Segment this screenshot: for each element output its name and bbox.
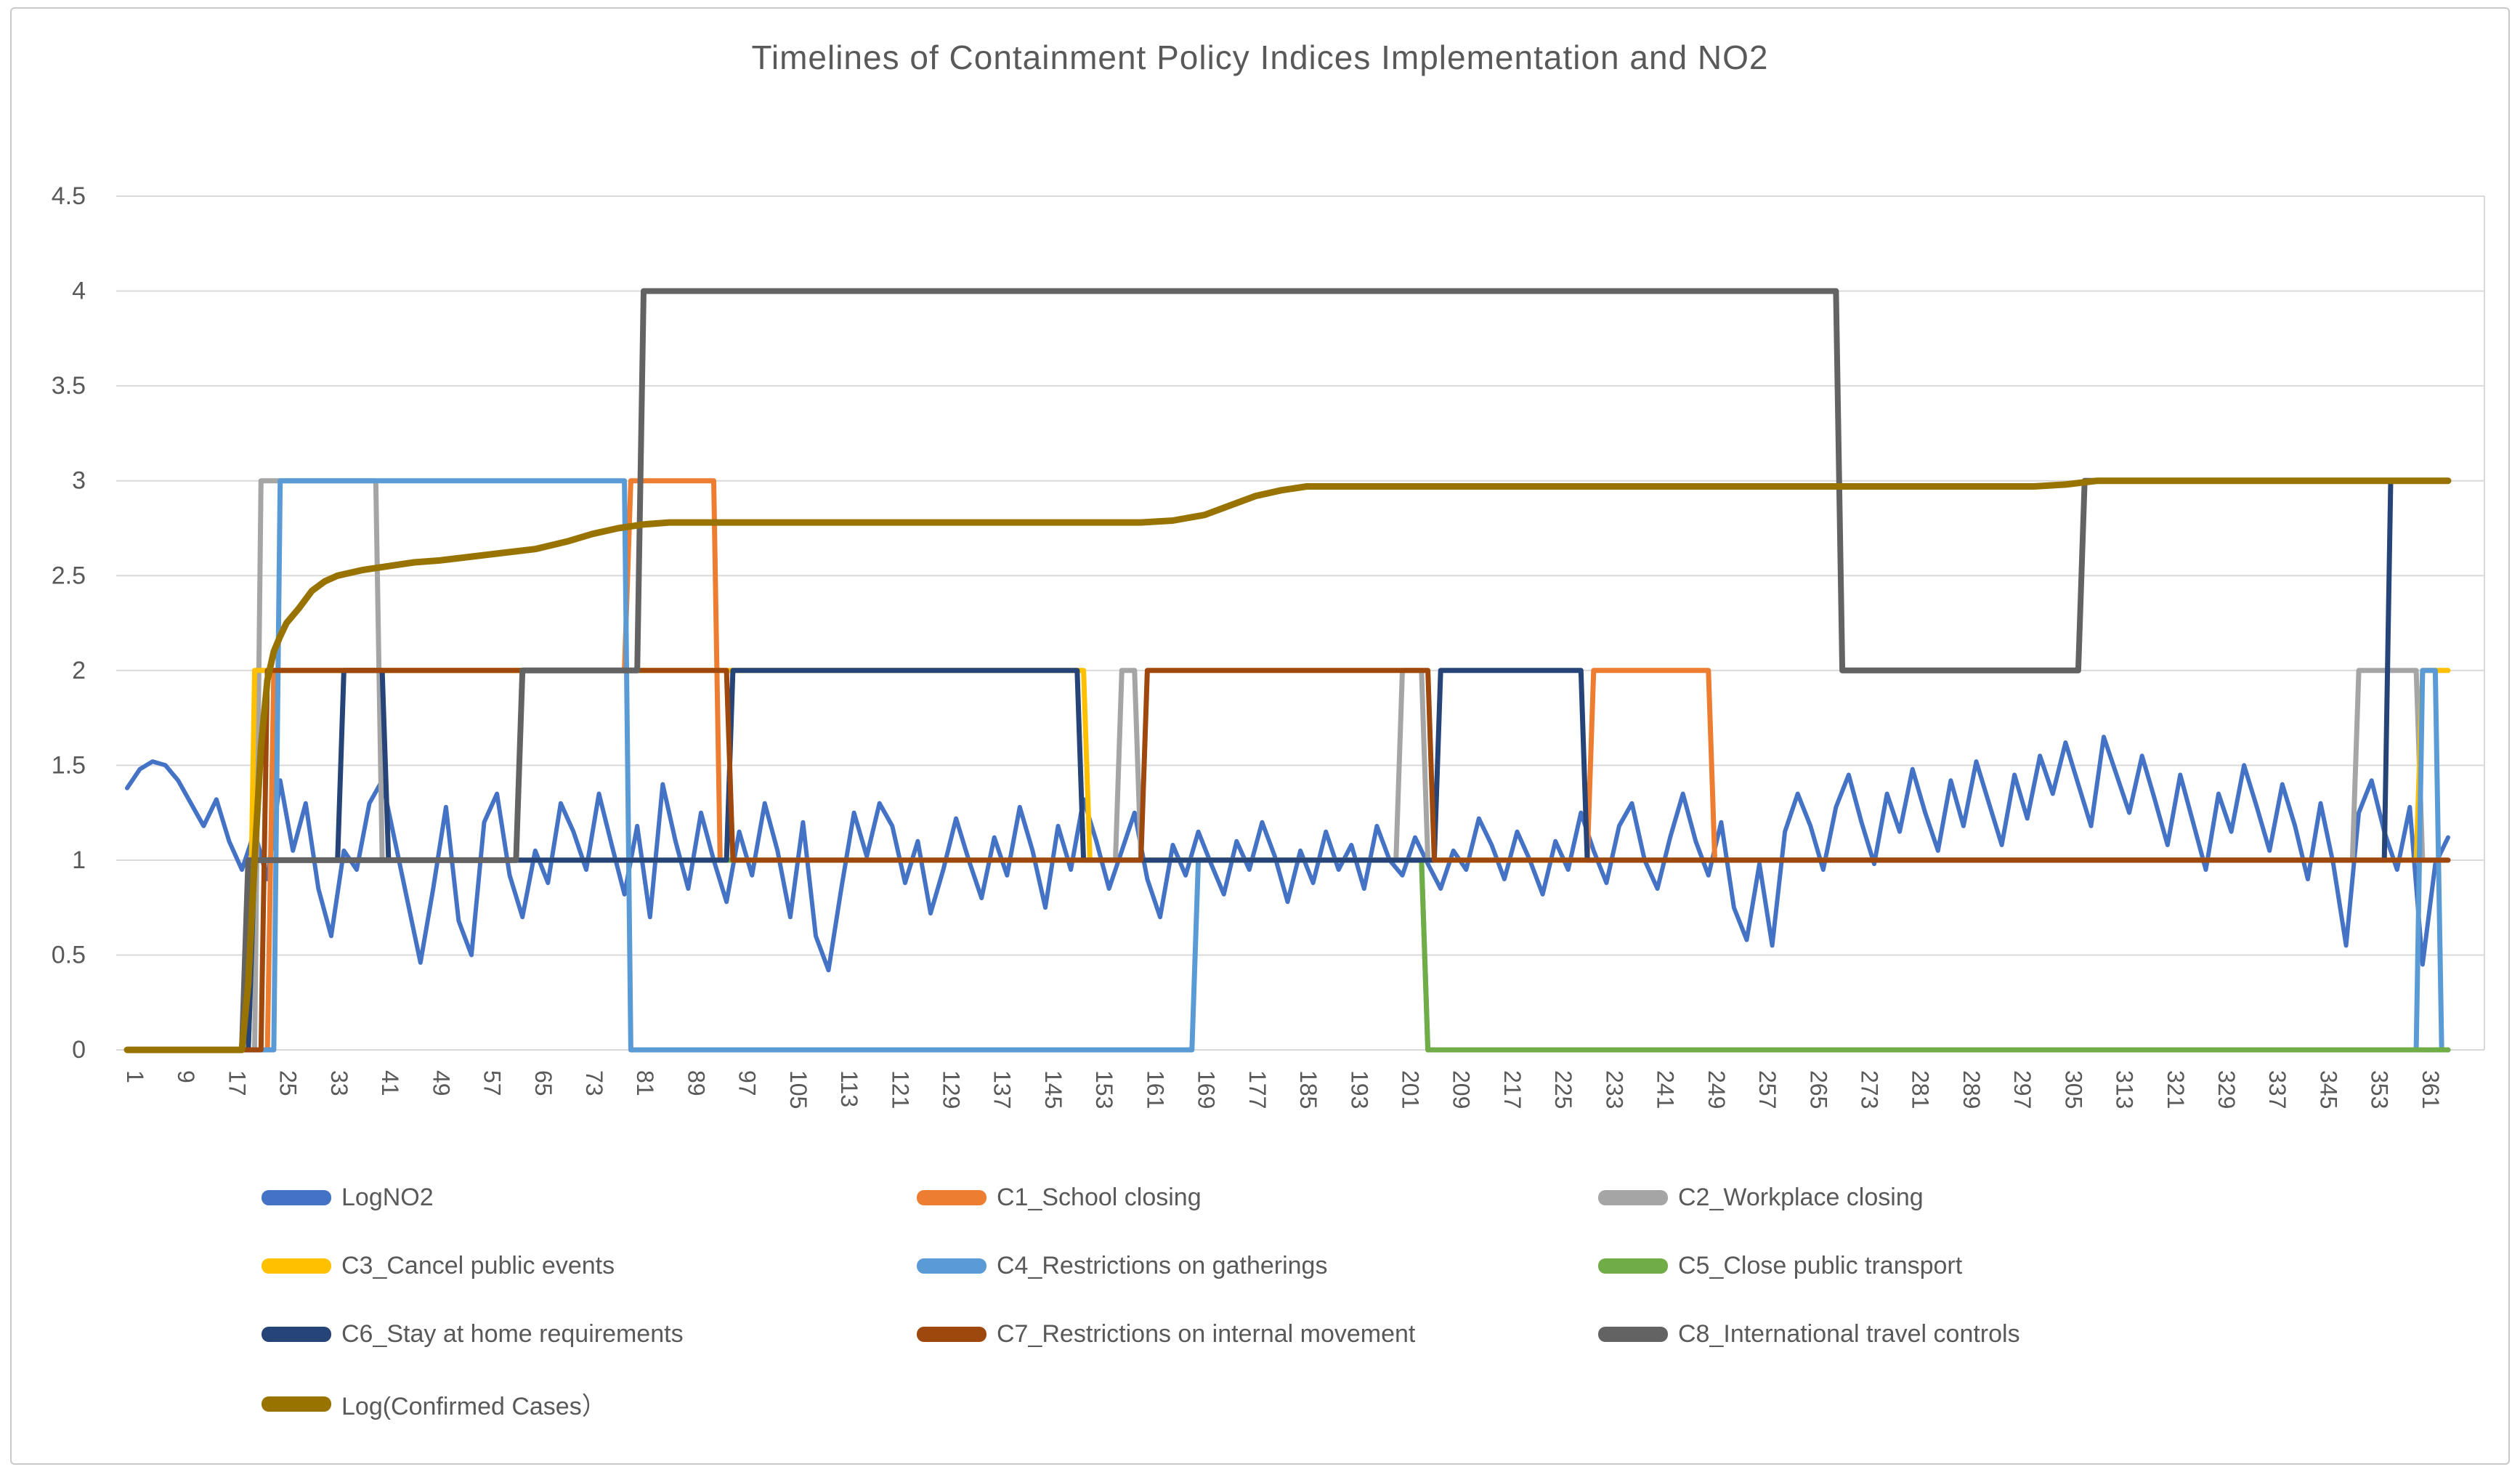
legend-label: LogNO2 — [341, 1183, 434, 1211]
x-tick-label: 121 — [887, 1070, 913, 1109]
x-tick-label: 241 — [1653, 1070, 1679, 1109]
x-tick-label: 9 — [173, 1070, 199, 1083]
x-tick-label: 145 — [1040, 1070, 1066, 1109]
x-tick-label: 185 — [1295, 1070, 1321, 1109]
x-tick-label: 17 — [224, 1070, 250, 1096]
x-tick-label: 329 — [2213, 1070, 2240, 1109]
x-tick-label: 113 — [836, 1070, 862, 1107]
x-tick-label: 321 — [2163, 1070, 2189, 1109]
y-tick-label: 1.5 — [52, 751, 86, 779]
x-tick-label: 57 — [479, 1070, 506, 1096]
legend-label: C4_Restrictions on gatherings — [997, 1251, 1328, 1279]
x-tick-label: 25 — [275, 1070, 301, 1096]
x-tick-label: 193 — [1346, 1070, 1372, 1109]
x-tick-label: 257 — [1754, 1070, 1780, 1109]
x-tick-label: 49 — [428, 1070, 454, 1096]
y-tick-label: 2.5 — [52, 562, 86, 589]
chart-outer-border — [10, 7, 2510, 1465]
chart-title[interactable]: Timelines of Containment Policy Indices … — [751, 39, 1769, 76]
legend-item[interactable]: C8_International travel controls — [1598, 1319, 2020, 1348]
y-tick-label: 2 — [72, 657, 86, 684]
legend-swatch-icon — [262, 1326, 331, 1342]
x-tick-label: 265 — [1805, 1070, 1831, 1109]
legend-label: C1_School closing — [997, 1183, 1202, 1211]
x-tick-label: 361 — [2418, 1070, 2444, 1109]
legend-label: C3_Cancel public events — [341, 1251, 615, 1279]
x-tick-label: 161 — [1142, 1070, 1168, 1109]
x-tick-label: 305 — [2060, 1070, 2086, 1109]
x-tick-label: 217 — [1499, 1070, 1526, 1109]
x-tick-label: 289 — [1958, 1070, 1985, 1109]
x-tick-label: 89 — [683, 1070, 709, 1096]
legend-swatch-icon — [1598, 1189, 1668, 1205]
legend-item[interactable]: Log(Confirmed Cases） — [262, 1389, 607, 1420]
legend-label: C7_Restrictions on internal movement — [997, 1319, 1416, 1348]
x-tick-label: 345 — [2315, 1070, 2341, 1109]
legend-label: C5_Close public transport — [1678, 1251, 1963, 1279]
series-line-log-confirmed-cases-[interactable] — [123, 477, 2452, 1054]
y-tick-label: 3 — [72, 467, 86, 495]
x-tick-label: 233 — [1601, 1070, 1627, 1109]
x-tick-label: 81 — [632, 1070, 658, 1096]
x-tick-label: 177 — [1244, 1070, 1271, 1109]
legend-item[interactable]: C6_Stay at home requirements — [262, 1319, 684, 1348]
legend-label: Log(Confirmed Cases） — [341, 1392, 607, 1420]
x-tick-label: 297 — [2009, 1070, 2035, 1109]
x-tick-label: 97 — [734, 1070, 761, 1096]
x-tick-label: 129 — [939, 1070, 965, 1109]
x-tick-label: 353 — [2367, 1070, 2393, 1109]
x-tick-label: 65 — [530, 1070, 556, 1096]
y-tick-label: 3.5 — [52, 372, 86, 400]
chart-plot-area[interactable]: 0 0.5 1 1.5 2 2.5 3 3.5 4 4.5 1 9 17 25 33 41 49 57 65 73 81… — [0, 0, 2520, 1162]
legend-item[interactable]: C5_Close public transport — [1598, 1251, 1962, 1280]
x-tick-label: 41 — [377, 1070, 403, 1096]
x-tick-label: 273 — [1856, 1070, 1882, 1109]
x-tick-label: 33 — [326, 1070, 352, 1096]
x-tick-label: 337 — [2264, 1070, 2290, 1109]
legend-swatch-icon — [1598, 1326, 1668, 1342]
legend-swatch-icon — [262, 1396, 331, 1412]
legend-item[interactable]: C3_Cancel public events — [262, 1251, 615, 1280]
x-tick-label: 169 — [1194, 1070, 1220, 1109]
x-tick-label: 281 — [1908, 1070, 1934, 1109]
y-tick-label: 0 — [72, 1036, 86, 1064]
y-tick-label: 0.5 — [52, 941, 86, 968]
legend-item[interactable]: C2_Workplace closing — [1598, 1183, 1924, 1212]
series-line-c8[interactable] — [124, 288, 2451, 1053]
legend-swatch-icon — [1598, 1258, 1668, 1274]
legend-item[interactable]: C4_Restrictions on gatherings — [917, 1251, 1327, 1280]
legend-swatch-icon — [917, 1326, 986, 1342]
legend-swatch-icon — [262, 1258, 331, 1274]
x-tick-label: 137 — [989, 1070, 1016, 1109]
y-tick-label: 4.5 — [52, 182, 86, 210]
series-line-logno2[interactable] — [125, 735, 2450, 973]
x-tick-label: 313 — [2112, 1070, 2138, 1109]
x-tick-label: 209 — [1449, 1070, 1475, 1109]
x-tick-label: 105 — [785, 1070, 811, 1109]
legend-swatch-icon — [262, 1189, 331, 1205]
legend-item[interactable]: LogNO2 — [262, 1183, 434, 1212]
x-tick-label: 1 — [122, 1070, 148, 1083]
legend-item[interactable]: C7_Restrictions on internal movement — [917, 1319, 1415, 1348]
legend-label: C2_Workplace closing — [1678, 1183, 1924, 1211]
x-tick-label: 249 — [1703, 1070, 1730, 1109]
legend-swatch-icon — [917, 1258, 986, 1274]
legend-item[interactable]: C1_School closing — [917, 1183, 1202, 1212]
x-tick-label: 201 — [1397, 1070, 1423, 1109]
legend-swatch-icon — [917, 1189, 986, 1205]
x-tick-label: 73 — [581, 1070, 607, 1096]
legend-label: C8_International travel controls — [1678, 1319, 2020, 1348]
x-tick-label: 153 — [1091, 1070, 1117, 1109]
y-tick-label: 4 — [72, 278, 86, 305]
legend-label: C6_Stay at home requirements — [341, 1319, 684, 1348]
y-tick-label: 1 — [72, 846, 86, 874]
x-tick-label: 225 — [1550, 1070, 1576, 1109]
